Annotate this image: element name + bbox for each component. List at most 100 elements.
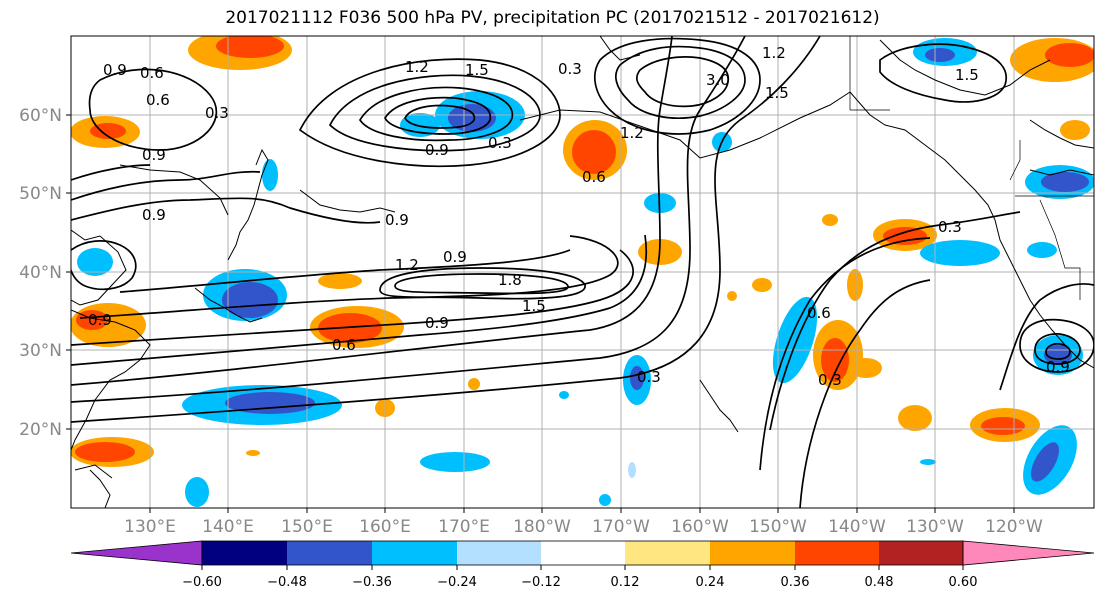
map-title: 2017021112 F036 500 hPa PV, precipitatio… xyxy=(225,8,880,28)
contour-label: 0.9 xyxy=(443,248,467,266)
positive-patch xyxy=(821,338,849,382)
colorbar-segment xyxy=(457,541,541,565)
contour-label: 0.9 xyxy=(88,311,112,329)
longitude-label: 120°W xyxy=(985,517,1043,537)
colorbar-segment xyxy=(710,541,795,565)
colorbar-tick-label: 0.48 xyxy=(865,575,894,590)
contour-label: 0.9 xyxy=(385,211,409,229)
longitude-label: 170°E xyxy=(438,517,490,537)
positive-patch xyxy=(318,273,362,289)
positive-patch xyxy=(981,417,1025,435)
contour-label: 1.5 xyxy=(765,84,789,102)
contour-label: 0.9 xyxy=(103,61,127,79)
contour-label: 0.3 xyxy=(488,134,512,152)
latitude-label: 20°N xyxy=(19,420,62,440)
negative-patch xyxy=(1041,172,1089,192)
colorbar-tick-label: −0.24 xyxy=(437,575,477,590)
contour-label: 0.3 xyxy=(637,368,661,386)
colorbar-tick-label: −0.36 xyxy=(352,575,392,590)
longitude-label: 140°W xyxy=(828,517,886,537)
contour-label: 0.3 xyxy=(205,104,229,122)
negative-patch xyxy=(420,452,490,472)
contour-label: 0.9 xyxy=(142,146,166,164)
map-panel: 0.9 0.6 0.3 0.9 1.2 1.5 0.9 0.3 0.3 1.2 … xyxy=(70,35,1095,509)
colorbar-segment xyxy=(795,541,879,565)
colorbar-segment xyxy=(372,541,457,565)
contour-label: 1.8 xyxy=(498,271,522,289)
political-boundaries xyxy=(849,36,1094,300)
contour-label: 0.3 xyxy=(938,218,962,236)
negative-patch xyxy=(222,282,278,318)
contour-label: 0.9 xyxy=(425,141,449,159)
negative-patch xyxy=(630,366,644,390)
positive-patch xyxy=(752,278,772,292)
colorbar-tick-label: 0.12 xyxy=(611,575,640,590)
colorbar-tick-label: 0.60 xyxy=(949,575,978,590)
contour-label: 0.6 xyxy=(807,304,831,322)
latitude-axis: 60°N 50°N 40°N 30°N 20°N xyxy=(19,106,71,440)
positive-patch xyxy=(822,214,838,226)
negative-patch xyxy=(448,104,496,132)
contour-label: 0.6 xyxy=(146,91,170,109)
negative-patch xyxy=(77,248,113,276)
coastlines xyxy=(71,36,1094,508)
contour-label: 1.2 xyxy=(762,44,786,62)
colorbar-segment xyxy=(287,541,372,565)
contour-label: 0.3 xyxy=(818,371,842,389)
contour-label: 0.9 xyxy=(425,314,449,332)
colorbar-frame xyxy=(201,540,964,566)
contour-label: 0.6 xyxy=(332,336,356,354)
positive-patch xyxy=(90,123,126,139)
latitude-label: 30°N xyxy=(19,341,62,361)
negative-patch xyxy=(599,494,611,506)
negative-patch xyxy=(920,240,1000,266)
colorbar-segment xyxy=(962,540,1095,566)
positive-patch xyxy=(847,269,863,301)
contour-label: 1.2 xyxy=(395,256,419,274)
longitude-label: 130°W xyxy=(906,517,964,537)
negative-patch xyxy=(628,462,636,478)
contour-label: 1.2 xyxy=(620,124,644,142)
longitude-label: 140°E xyxy=(202,517,254,537)
negative-patch xyxy=(559,391,569,399)
positive-patch xyxy=(1060,120,1090,140)
positive-patch xyxy=(850,358,882,378)
colorbar-tick-label: 0.24 xyxy=(696,575,725,590)
contour-label: 0.6 xyxy=(582,168,606,186)
positive-patch xyxy=(572,130,616,174)
longitude-axis: 130°E 140°E 150°E 160°E 170°E 180°W 170°… xyxy=(124,508,1043,537)
latitude-label: 50°N xyxy=(19,184,62,204)
positive-patch xyxy=(1045,43,1094,67)
positive-patch xyxy=(898,405,932,431)
colorbar-tick-label: 0.36 xyxy=(781,575,810,590)
contour-label: 1.5 xyxy=(465,61,489,79)
positive-patch xyxy=(75,442,135,462)
positive-patch xyxy=(468,378,480,390)
latitude-label: 40°N xyxy=(19,263,62,283)
negative-patch xyxy=(925,48,955,62)
negative-patch xyxy=(185,477,209,507)
contour-label: 1.5 xyxy=(955,66,979,84)
longitude-label: 130°E xyxy=(124,517,176,537)
longitude-label: 180°W xyxy=(513,517,571,537)
negative-patch xyxy=(225,392,315,414)
negative-patch xyxy=(1027,242,1057,258)
positive-patch xyxy=(883,227,927,245)
longitude-label: 150°W xyxy=(749,517,807,537)
positive-patch xyxy=(727,291,737,301)
contour-label: 0.9 xyxy=(142,206,166,224)
contour-label: 1.2 xyxy=(405,58,429,76)
latitude-label: 60°N xyxy=(19,106,62,126)
colorbar-segment xyxy=(879,541,963,565)
colorbar-segment xyxy=(70,540,203,566)
contour-label: 3.0 xyxy=(706,71,730,89)
colorbar-segment xyxy=(625,541,710,565)
positive-patch xyxy=(216,36,284,58)
colorbar: −0.60 −0.48 −0.36 −0.24 −0.12 0.12 0.24 … xyxy=(70,540,1095,590)
contour-label: 0.9 xyxy=(1046,358,1070,376)
contour-label: 1.5 xyxy=(522,297,546,315)
longitude-label: 170°W xyxy=(592,517,650,537)
contour-label: 0.6 xyxy=(140,64,164,82)
colorbar-tick-label: −0.60 xyxy=(182,575,222,590)
colorbar-segment xyxy=(541,541,625,565)
